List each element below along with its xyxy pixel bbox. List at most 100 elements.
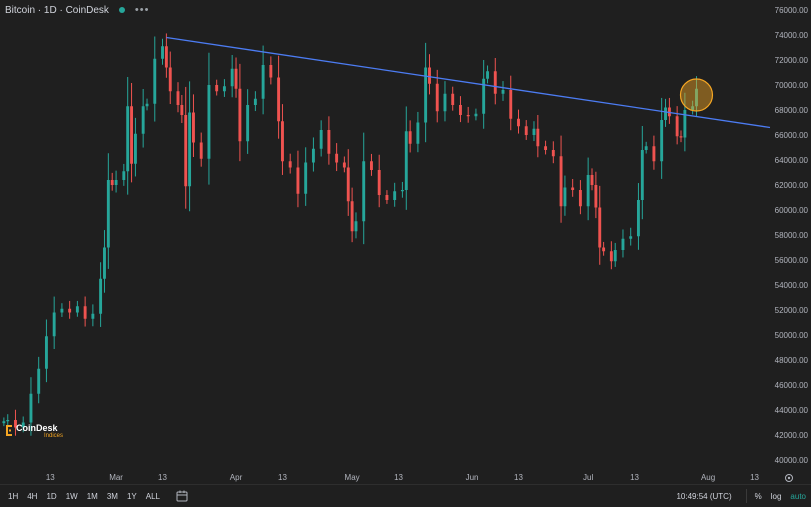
x-tick-label: 13 [750,473,759,482]
y-tick-label: 68000.00 [775,106,809,115]
candle-body [590,175,594,185]
symbol-title[interactable]: Bitcoin · 1D · CoinDesk [5,4,109,16]
timeframe-1d[interactable]: 1D [46,491,57,501]
candle-body [269,65,273,78]
toolbar-divider [745,489,747,503]
candle-body [114,180,118,185]
timeframe-1m[interactable]: 1M [86,491,98,501]
candle-body [207,85,211,159]
candle-body [21,422,25,428]
candle-body [288,161,292,168]
candle-body [408,131,412,144]
candle-body [192,112,195,143]
y-tick-label: 70000.00 [775,81,809,90]
candle-body [168,67,172,92]
y-tick-label: 60000.00 [775,206,809,215]
candle-body [474,113,478,117]
y-tick-label: 56000.00 [775,256,809,265]
candle-body [222,86,226,92]
candle-body [44,336,48,369]
y-tick-label: 42000.00 [775,431,809,440]
timeframe-all[interactable]: ALL [145,491,160,501]
candle-body [563,187,567,207]
timeframe-3m[interactable]: 3M [106,491,118,501]
candle-body [428,67,431,84]
candle-body [609,251,613,262]
candle-body [544,146,548,150]
candle-body [664,107,667,120]
timeframe-1h[interactable]: 1H [8,491,19,501]
chart-header: Bitcoin · 1D · CoinDesk ••• [5,3,149,17]
candle-body [230,68,234,87]
candle-body [342,162,346,168]
candle-body [350,201,354,232]
more-dots-icon[interactable]: ••• [134,4,150,16]
x-tick-label: 13 [514,473,523,482]
y-tick-label: 66000.00 [775,131,809,140]
y-tick-label: 40000.00 [775,456,809,465]
candle-body [501,90,505,94]
candle-body [215,85,219,92]
candle-body [164,46,168,68]
candle-body [199,142,203,159]
candle-body [621,238,625,250]
candle-body [640,150,644,200]
resistance-trendline[interactable] [166,36,771,129]
candle-body [2,421,6,424]
y-tick-label: 46000.00 [775,381,809,390]
candle-body [261,65,265,99]
x-tick-label: 13 [630,473,639,482]
logo-name: CoinDesk [16,423,58,433]
candle-body [234,68,238,89]
candle-body [319,130,323,149]
candle-body [52,312,56,337]
candle-body [598,207,602,248]
candle-body [536,128,540,147]
candle-body [636,200,640,237]
candle-body [679,136,683,138]
candle-body [370,161,373,170]
candle-body [29,393,33,423]
candle-body [188,112,192,187]
price-chart[interactable]: 40000.00 42000.00 44000.00 46000.00 48000.00… [0,0,811,484]
candle-body [400,190,404,192]
candle-body [524,126,528,135]
percent-toggle[interactable]: % [754,491,762,501]
gear-icon[interactable] [784,473,794,483]
candle-body [281,121,284,162]
y-axis: 40000.00 42000.00 44000.00 46000.00 48000.00… [775,6,809,465]
calendar-icon[interactable] [176,490,188,502]
candle-body [106,180,110,248]
candle-body [517,118,520,127]
candle-body [393,191,397,200]
timeframe-4h[interactable]: 4H [27,491,38,501]
y-tick-label: 58000.00 [775,231,809,240]
candle-body [451,93,455,105]
timeframe-1w[interactable]: 1W [65,491,78,501]
y-tick-label: 50000.00 [775,331,809,340]
x-tick-label: Mar [109,473,123,482]
candle-body [424,67,428,123]
candle-body [509,90,513,119]
bottom-toolbar: 1H 4H 1D 1W 1M 3M 1Y ALL 10:49:54 (UTC) … [0,484,811,507]
candle-body [37,368,41,394]
candle-body [385,195,389,200]
overlays [166,36,771,129]
candle-body [91,313,95,319]
auto-scale-toggle[interactable]: auto [790,491,806,501]
candle-body [602,247,606,252]
y-tick-label: 72000.00 [775,56,809,65]
x-tick-label: Apr [230,473,243,482]
candle-body [6,420,10,422]
log-toggle[interactable]: log [770,491,782,501]
candle-body [443,93,447,112]
candle-body [354,221,358,232]
candles [2,33,698,436]
candle-body [466,115,470,117]
candle-body [110,180,114,185]
candle-body [551,150,555,157]
y-tick-label: 48000.00 [775,356,809,365]
logo-sub: Indices [44,433,64,439]
timeframe-1y[interactable]: 1Y [126,491,137,501]
x-tick-label: Jul [583,473,593,482]
